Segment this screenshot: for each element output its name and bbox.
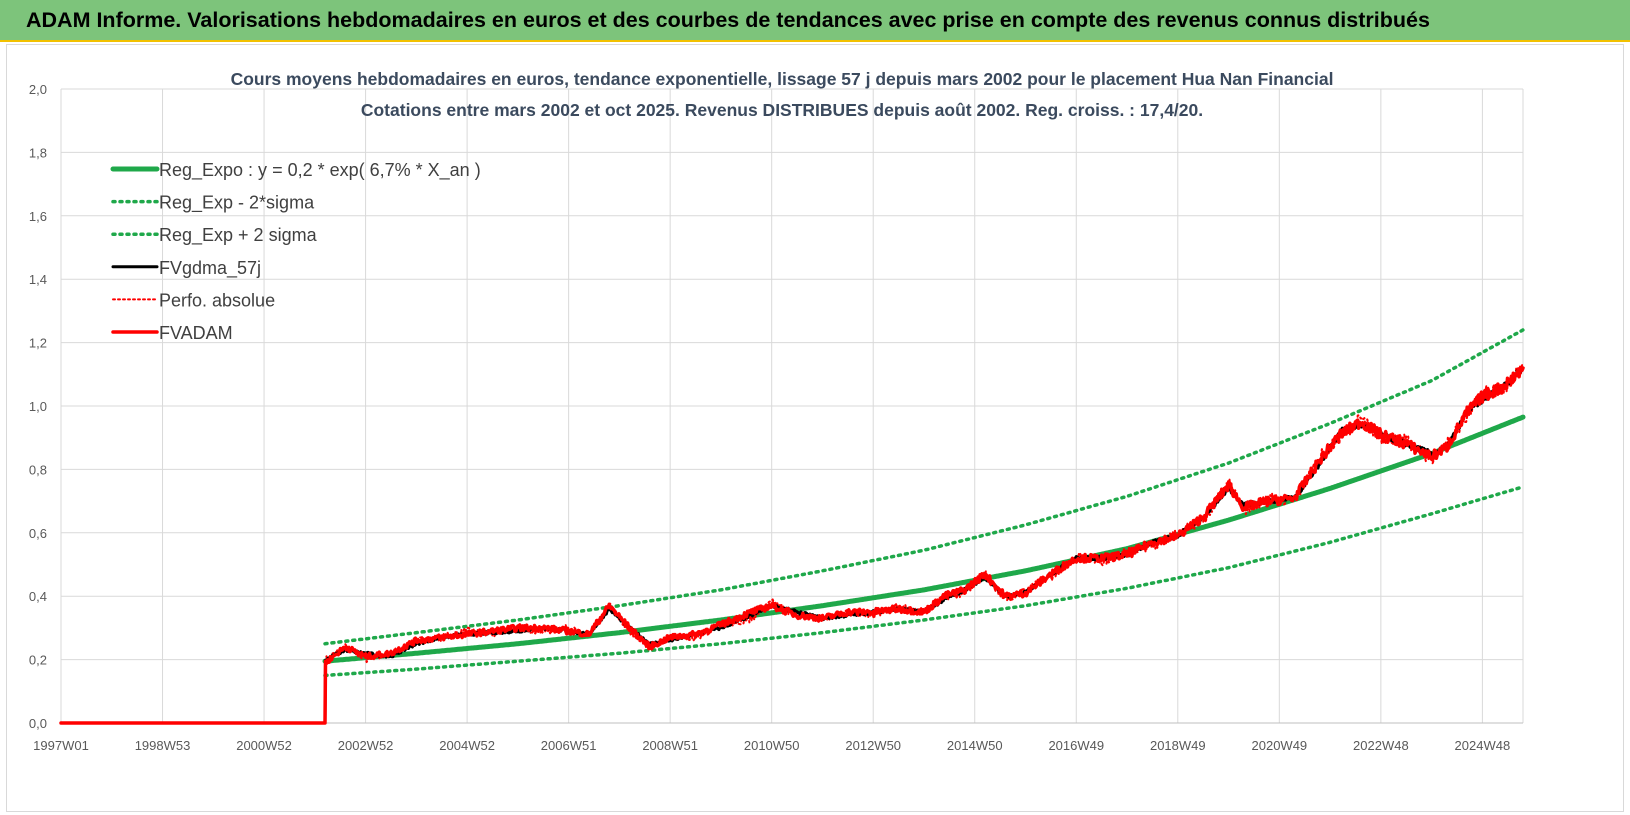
legend-label: Reg_Exp + 2 sigma	[159, 225, 318, 246]
y-tick-label: 0,2	[29, 653, 47, 668]
x-tick-label: 2012W50	[845, 738, 901, 753]
y-tick-label: 0,0	[29, 716, 47, 731]
x-tick-label: 2022W48	[1353, 738, 1409, 753]
axes: 0,0 0,2 0,4 0,6 0,8 1,0 1,2 1,4 1,6 1,8 2,0 1997W01…	[29, 82, 1523, 753]
y-tick-label: 1,8	[29, 145, 47, 160]
x-tick-label: 2014W50	[947, 738, 1003, 753]
legend-label: Perfo. absolue	[159, 290, 275, 310]
x-tick-label: 2004W52	[439, 738, 495, 753]
trend-line	[322, 414, 1526, 664]
x-tick-label: 2024W48	[1455, 738, 1511, 753]
x-tick-label: 2002W52	[338, 738, 394, 753]
legend-label: FVADAM	[159, 323, 233, 343]
y-tick-label: 0,6	[29, 526, 47, 541]
y-tick-label: 1,4	[29, 272, 47, 287]
x-tick-label: 2000W52	[236, 738, 292, 753]
y-tick-label: 1,2	[29, 336, 47, 351]
series	[59, 328, 1526, 725]
legend-label: Reg_Exp - 2*sigma	[159, 193, 315, 214]
y-tick-label: 2,0	[29, 82, 47, 97]
grid	[60, 88, 1524, 723]
chart-title: Cours moyens hebdomadaires en euros, ten…	[231, 69, 1334, 89]
x-tick-label: 2006W51	[541, 738, 597, 753]
x-tick-label: 2008W51	[642, 738, 698, 753]
x-tick-label: 1998W53	[135, 738, 191, 753]
y-tick-label: 1,6	[29, 209, 47, 224]
x-tick-label: 1997W01	[33, 738, 89, 753]
x-tick-label: 2016W49	[1048, 738, 1104, 753]
page-title: ADAM Informe. Valorisations hebdomadaire…	[26, 8, 1430, 32]
lower-band-line	[323, 485, 1525, 678]
y-tick-label: 1,0	[29, 399, 47, 414]
fvadam-line	[59, 366, 1525, 725]
header-bar: ADAM Informe. Valorisations hebdomadaire…	[0, 0, 1630, 42]
upper-band-line	[323, 328, 1525, 646]
fvgdma-line	[59, 366, 1525, 725]
legend-label: FVgdma_57j	[159, 258, 261, 279]
x-tick-label: 2018W49	[1150, 738, 1206, 753]
chart-subtitle: Cotations entre mars 2002 et oct 2025. R…	[361, 100, 1203, 120]
x-tick-label: 2020W49	[1252, 738, 1308, 753]
perfo-absolue-line	[60, 363, 1524, 724]
line-chart: 0,0 0,2 0,4 0,6 0,8 1,0 1,2 1,4 1,6 1,8 2,0 1997W01…	[29, 69, 1526, 753]
x-tick-label: 2010W50	[744, 738, 800, 753]
legend-label: Reg_Expo : y = 0,2 * exp( 6,7% * X_an )	[159, 160, 481, 181]
legend: Reg_Expo : y = 0,2 * exp( 6,7% * X_an ) R…	[110, 160, 481, 343]
y-tick-label: 0,4	[29, 589, 47, 604]
chart-frame: 0,0 0,2 0,4 0,6 0,8 1,0 1,2 1,4 1,6 1,8 2,0 1997W01…	[6, 44, 1624, 812]
y-tick-label: 0,8	[29, 462, 47, 477]
